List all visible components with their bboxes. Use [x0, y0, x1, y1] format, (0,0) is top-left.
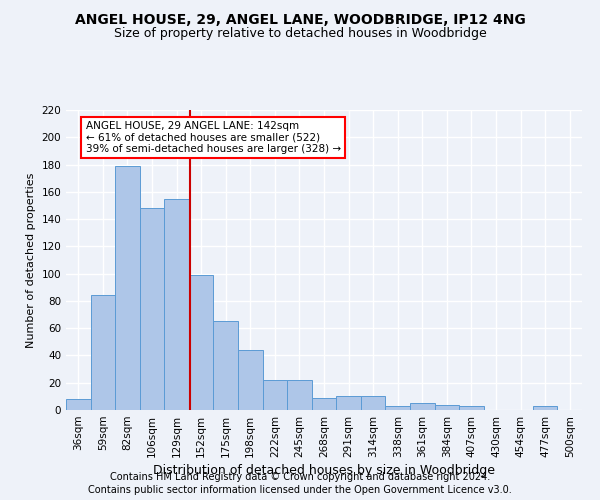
Bar — [385, 406, 410, 410]
Text: Size of property relative to detached houses in Woodbridge: Size of property relative to detached ho… — [113, 28, 487, 40]
Y-axis label: Number of detached properties: Number of detached properties — [26, 172, 36, 348]
Bar — [189, 275, 214, 410]
Bar — [238, 350, 263, 410]
X-axis label: Distribution of detached houses by size in Woodbridge: Distribution of detached houses by size … — [153, 464, 495, 477]
Bar — [214, 322, 238, 410]
Text: ANGEL HOUSE, 29 ANGEL LANE: 142sqm
← 61% of detached houses are smaller (522)
39: ANGEL HOUSE, 29 ANGEL LANE: 142sqm ← 61%… — [86, 121, 341, 154]
Bar — [533, 406, 557, 410]
Bar — [91, 296, 115, 410]
Bar — [140, 208, 164, 410]
Bar — [115, 166, 140, 410]
Bar — [336, 396, 361, 410]
Bar — [459, 406, 484, 410]
Text: Contains public sector information licensed under the Open Government Licence v3: Contains public sector information licen… — [88, 485, 512, 495]
Bar — [263, 380, 287, 410]
Bar — [410, 403, 434, 410]
Bar — [312, 398, 336, 410]
Bar — [164, 198, 189, 410]
Bar — [434, 404, 459, 410]
Text: ANGEL HOUSE, 29, ANGEL LANE, WOODBRIDGE, IP12 4NG: ANGEL HOUSE, 29, ANGEL LANE, WOODBRIDGE,… — [74, 12, 526, 26]
Bar — [66, 399, 91, 410]
Bar — [287, 380, 312, 410]
Bar — [361, 396, 385, 410]
Text: Contains HM Land Registry data © Crown copyright and database right 2024.: Contains HM Land Registry data © Crown c… — [110, 472, 490, 482]
